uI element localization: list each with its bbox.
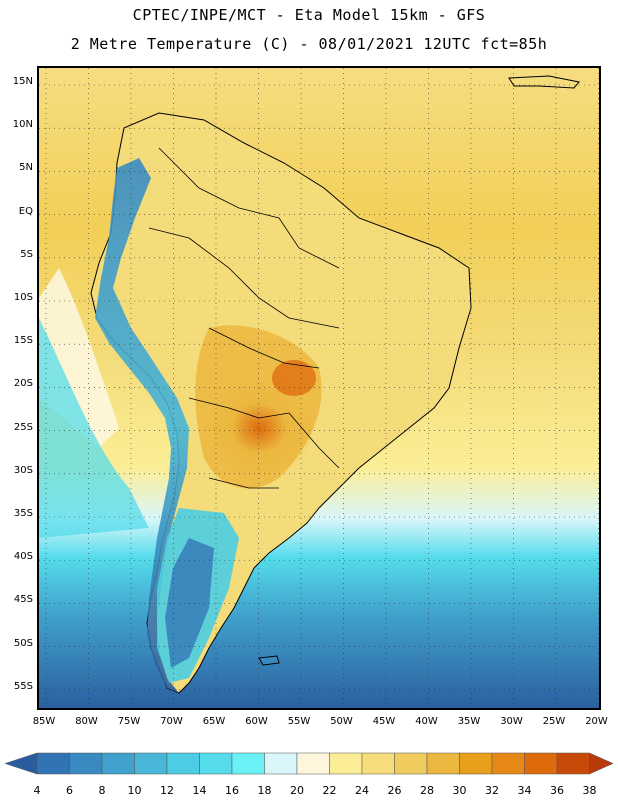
pacific-cold-band (39, 318, 149, 538)
colorbar-tick-label: 36 (550, 784, 564, 797)
colorbar-swatch (394, 752, 428, 775)
colorbar-swatch (36, 752, 70, 775)
lon-tick-label: 60W (245, 716, 268, 727)
lat-tick-label: 15N (12, 76, 33, 87)
colorbar-swatch (459, 752, 493, 775)
lon-tick-label: 65W (202, 716, 226, 727)
colorbar-swatch (134, 752, 168, 775)
lon-tick-label: 80W (75, 716, 98, 727)
colorbar-swatch (329, 752, 363, 775)
andes-cold-band (95, 158, 189, 693)
colorbar-swatch (264, 752, 298, 775)
colorbar-swatch (101, 752, 135, 775)
colorbar-swatch (491, 752, 525, 775)
temperature-map[interactable] (39, 68, 601, 710)
colorbar-tick-label: 38 (582, 784, 597, 797)
temperature-colorbar (4, 752, 614, 775)
colorbar-swatch (69, 752, 103, 775)
colorbar-swatch (426, 752, 460, 775)
map-panel[interactable] (37, 66, 601, 710)
lat-tick-label: 45S (13, 594, 33, 606)
colorbar-tick-label: 32 (485, 784, 499, 797)
lon-tick-label: 25W (542, 716, 566, 727)
lat-tick-label: 5N (19, 162, 33, 174)
colorbar-tick-label: 14 (192, 784, 207, 797)
colorbar-tick-label: 8 (98, 784, 106, 797)
lon-tick-label: 75W (117, 716, 141, 727)
lat-tick-label: 15S (13, 335, 33, 347)
falkland-islands (258, 655, 280, 666)
lon-tick-label: 50W (330, 716, 353, 727)
lon-tick-label: 20W (585, 716, 608, 727)
colorbar-low-arrow (4, 752, 38, 775)
patagonia-coldest (165, 538, 214, 668)
colorbar-tick-label: 10 (127, 784, 142, 797)
lon-tick-label: 55W (287, 716, 311, 727)
lat-tick-label: 20S (13, 378, 33, 390)
lon-tick-label: 70W (160, 716, 183, 727)
heat-core-chaco (204, 378, 314, 478)
colorbar-tick-label: 24 (355, 784, 369, 797)
lat-tick-label: 10S (13, 292, 33, 303)
lat-tick-label: 10N (12, 119, 33, 131)
colorbar-tick-label: 20 (290, 784, 304, 797)
lat-tick-label: EQ (18, 205, 33, 217)
colorbar-swatch (296, 752, 330, 775)
lat-tick-label: 30S (13, 464, 33, 476)
lat-tick-label: 35S (13, 508, 33, 519)
lat-tick-label: 25S (13, 421, 33, 433)
colorbar-tick-label: 12 (160, 784, 174, 797)
colorbar-high-arrow (589, 752, 614, 775)
heat-core-pantanal (272, 360, 316, 396)
colorbar-tick-label: 28 (420, 784, 434, 797)
colorbar-swatch (199, 752, 233, 775)
colorbar-tick-label: 22 (322, 784, 337, 797)
lon-tick-label: 35W (457, 716, 481, 727)
colorbar-tick-label: 26 (387, 784, 402, 797)
colorbar-swatch (166, 752, 200, 775)
country-borders (148, 147, 340, 489)
graticule (39, 68, 599, 708)
colorbar-swatch (556, 752, 590, 775)
map-title: CPTEC/INPE/MCT - Eta Model 15km - GFS (132, 6, 486, 24)
lat-tick-label: 55S (13, 680, 33, 692)
colorbar-swatch (231, 752, 265, 775)
colorbar-tick-label: 30 (452, 784, 467, 797)
colorbar-tick-label: 6 (66, 784, 73, 797)
colorbar-swatch (361, 752, 395, 775)
colorbar-tick-label: 16 (225, 784, 239, 797)
map-subtitle: 2 Metre Temperature (C) - 08/01/2021 12U… (70, 35, 548, 53)
lon-tick-label: 45W (372, 716, 396, 727)
lat-tick-label: 40S (13, 551, 33, 563)
caribbean-islands (508, 75, 580, 89)
lon-tick-label: 30W (500, 716, 523, 727)
lon-tick-label: 85W (32, 716, 56, 727)
lat-tick-label: 5S (20, 248, 33, 260)
lat-tick-label: 50S (13, 637, 33, 649)
colorbar-tick-label: 4 (33, 784, 41, 797)
colorbar-swatch (524, 752, 558, 775)
lon-tick-label: 40W (415, 716, 438, 727)
colorbar-tick-label: 34 (517, 784, 532, 797)
colorbar-tick-label: 18 (257, 784, 272, 797)
